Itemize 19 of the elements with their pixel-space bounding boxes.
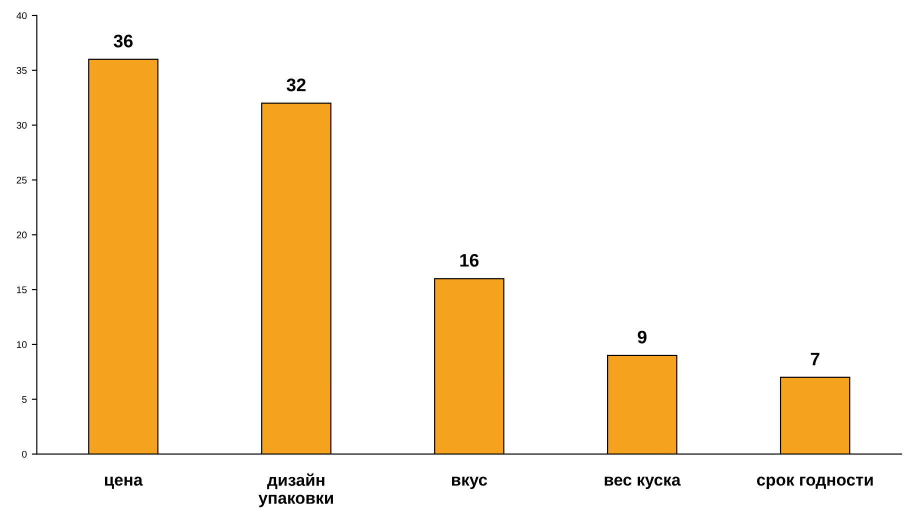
x-tick-label: вкус xyxy=(452,476,488,490)
y-tick-label: 5 xyxy=(22,396,27,403)
data-label: 32 xyxy=(286,78,306,92)
y-tick-label: 15 xyxy=(17,286,27,294)
y-tick-label: 10 xyxy=(17,341,27,348)
y-tick-label: 30 xyxy=(16,122,27,129)
y-tick-label: 35 xyxy=(16,67,27,74)
x-tick-label: цена xyxy=(105,476,143,489)
data-label: 7 xyxy=(810,352,820,366)
y-tick-label: 20 xyxy=(16,232,27,238)
x-tick-label: вес куска xyxy=(604,476,681,490)
x-tick-label: срок годности xyxy=(757,476,873,490)
data-label: 16 xyxy=(460,254,479,267)
y-tick-label: 0 xyxy=(22,450,27,458)
y-tick-label: 25 xyxy=(16,176,27,184)
data-label: 36 xyxy=(114,34,133,48)
y-tick-label: 40 xyxy=(16,12,27,20)
x-tick-label: дизайн упаковки xyxy=(258,473,333,508)
data-label: 9 xyxy=(638,330,647,344)
